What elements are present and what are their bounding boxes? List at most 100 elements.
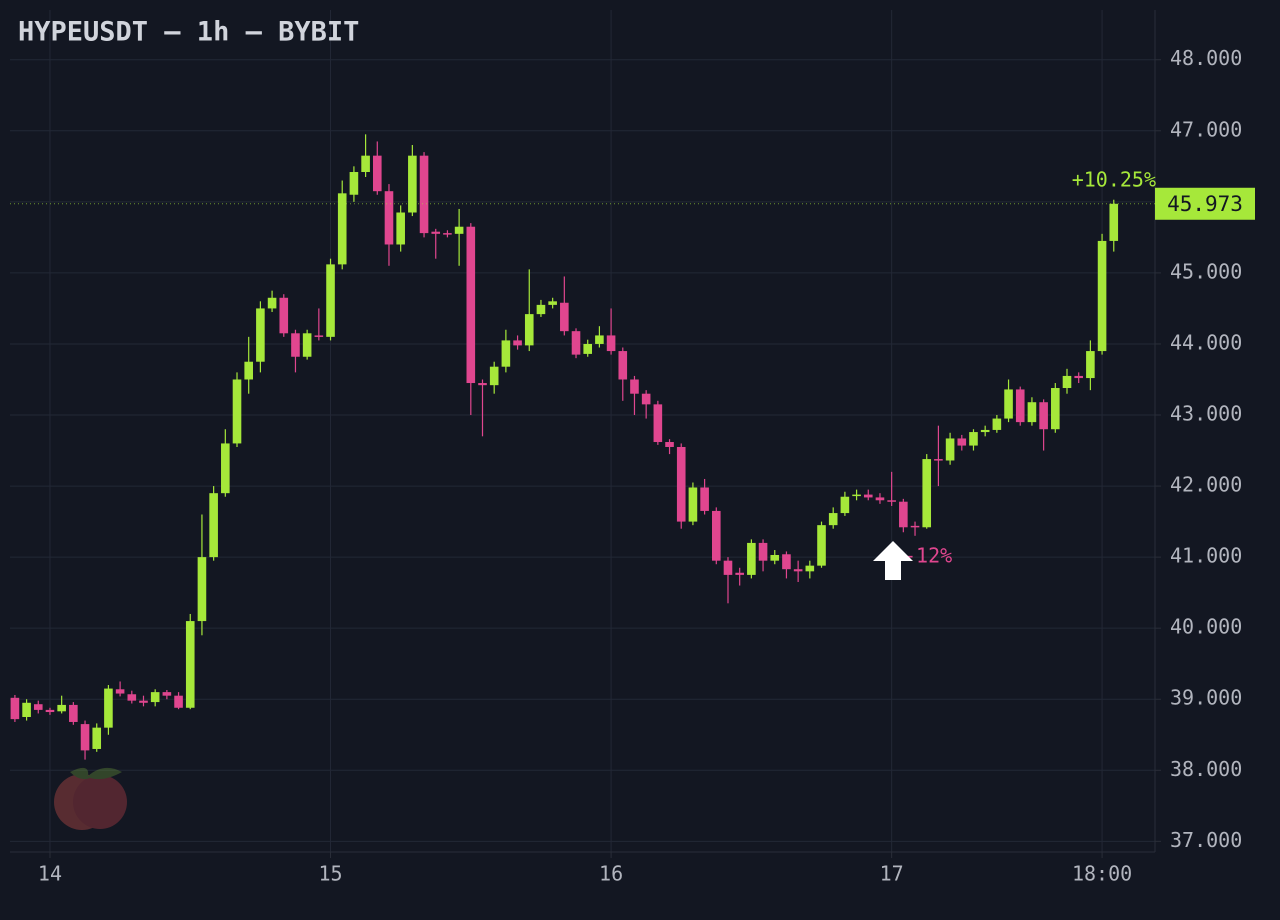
y-tick-label: 43.000 xyxy=(1170,402,1242,426)
candle-body xyxy=(454,226,464,234)
watermark-shape xyxy=(54,774,110,830)
y-tick-label: 44.000 xyxy=(1170,330,1242,354)
candle-body xyxy=(618,351,628,380)
candle-body xyxy=(957,438,967,446)
annotation: +10.25% xyxy=(1072,168,1156,192)
candle-body xyxy=(326,264,335,337)
candle-body xyxy=(57,704,66,712)
chart-title: HYPEUSDT — 1h — BYBIT xyxy=(18,17,359,48)
candle-body xyxy=(945,438,955,461)
candle-body xyxy=(840,496,850,514)
candle-layer xyxy=(10,134,1119,760)
candle-body xyxy=(793,569,803,572)
candle-body xyxy=(337,193,347,265)
candle-body xyxy=(419,155,429,234)
candle-body xyxy=(501,340,511,367)
y-tick-label: 37.000 xyxy=(1170,828,1242,852)
axis-layer: 37.000 38.000 39.000 40.000 41.000 42.000 43.0… xyxy=(10,46,1255,886)
candle-body xyxy=(863,494,873,498)
candle-body xyxy=(139,700,148,703)
candle-body xyxy=(221,443,230,494)
candle-body xyxy=(384,191,394,245)
candle-body xyxy=(852,494,861,497)
candle-body xyxy=(700,487,709,511)
candle-body xyxy=(770,554,780,561)
candle-body xyxy=(747,542,756,575)
candle-body xyxy=(782,554,791,570)
candle-body xyxy=(992,418,1002,430)
candle-body xyxy=(630,379,639,394)
candle-body xyxy=(805,565,815,572)
candle-body xyxy=(80,724,90,751)
candle-body xyxy=(174,695,183,708)
y-tick-label: 38.000 xyxy=(1170,757,1242,781)
candle-body xyxy=(723,560,733,575)
candle-body xyxy=(676,446,686,522)
candle-body xyxy=(232,379,242,444)
candle-body xyxy=(1109,203,1119,241)
last-price-label: 45.973 xyxy=(1167,192,1243,216)
candle-body xyxy=(735,572,744,575)
watermark xyxy=(54,767,127,830)
candle-body xyxy=(1074,375,1083,379)
x-tick-label: 14 xyxy=(38,862,62,886)
y-tick-label: 47.000 xyxy=(1170,117,1242,141)
candle-body xyxy=(758,542,768,561)
y-tick-label: 45.000 xyxy=(1170,259,1242,283)
candle-body xyxy=(22,702,31,717)
candle-body xyxy=(817,525,826,566)
candle-body xyxy=(922,459,932,528)
candle-body xyxy=(478,383,487,386)
candle-body xyxy=(571,331,581,355)
candle-body xyxy=(688,487,698,522)
candle-body xyxy=(548,301,557,305)
candle-body xyxy=(665,442,674,447)
candle-body xyxy=(910,525,920,528)
y-tick-label: 48.000 xyxy=(1170,46,1242,70)
candle-body xyxy=(69,704,78,722)
candle-body xyxy=(162,692,172,696)
candle-body xyxy=(256,308,265,362)
candle-body xyxy=(115,689,125,694)
candle-body xyxy=(92,727,102,749)
watermark-leaf xyxy=(70,767,122,780)
candle-body xyxy=(560,302,569,332)
annotation: -12% xyxy=(904,544,952,568)
y-tick-label: 42.000 xyxy=(1170,473,1242,497)
x-tick-label: 16 xyxy=(599,862,623,886)
candle-body xyxy=(349,172,359,195)
candle-body xyxy=(606,335,616,352)
last-price-badge xyxy=(1155,187,1255,220)
candle-body xyxy=(980,429,990,433)
candle-body xyxy=(267,297,277,309)
candle-body xyxy=(1097,240,1107,352)
y-tick-label: 40.000 xyxy=(1170,615,1242,639)
x-tick-label: 15 xyxy=(318,862,342,886)
candle-body xyxy=(104,688,113,728)
candle-body xyxy=(583,343,593,354)
candle-body xyxy=(185,621,195,708)
candle-body xyxy=(302,333,312,357)
candle-body xyxy=(828,513,838,526)
candle-body xyxy=(209,493,218,558)
candle-body xyxy=(443,233,452,235)
candle-body xyxy=(150,692,160,703)
candle-body xyxy=(1039,402,1048,430)
candle-body xyxy=(536,304,546,315)
candle-body xyxy=(1086,351,1095,379)
candle-body xyxy=(372,155,382,192)
x-tick-label: 17 xyxy=(880,862,904,886)
candle-body xyxy=(33,704,43,710)
candle-body xyxy=(127,694,137,701)
candle-body xyxy=(10,697,20,720)
candle-body xyxy=(653,404,663,443)
candle-body xyxy=(466,226,476,384)
watermark-shape xyxy=(73,775,127,829)
candle-body xyxy=(1027,402,1037,423)
candle-body xyxy=(314,335,324,337)
candle-body xyxy=(899,501,908,528)
candle-body xyxy=(1004,389,1013,419)
candle-body xyxy=(887,500,896,502)
